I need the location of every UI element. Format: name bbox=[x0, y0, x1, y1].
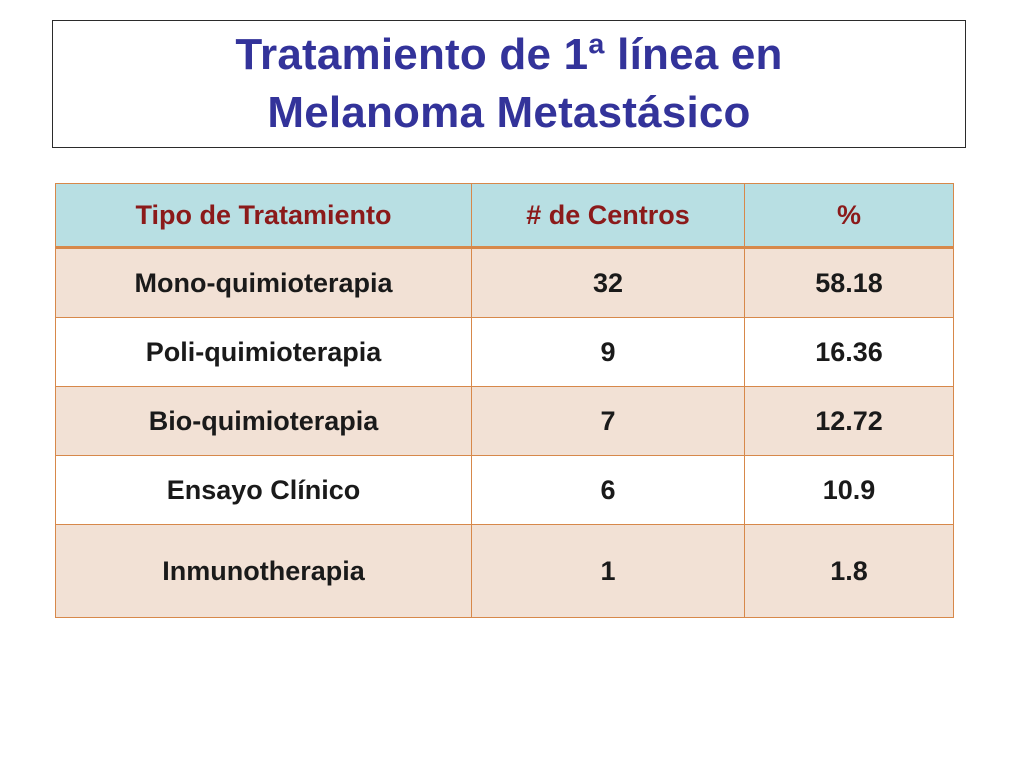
header-numero-de-centros: # de Centros bbox=[471, 183, 745, 249]
table-row: Mono-quimioterapia 32 58.18 bbox=[55, 247, 954, 318]
slide-title-line-1: Tratamiento de 1ª línea en bbox=[235, 30, 783, 79]
cell-porcentaje: 16.36 bbox=[744, 317, 954, 387]
cell-tratamiento: Bio-quimioterapia bbox=[55, 386, 472, 456]
cell-tratamiento: Poli-quimioterapia bbox=[55, 317, 472, 387]
cell-centros: 1 bbox=[471, 524, 745, 618]
cell-centros: 7 bbox=[471, 386, 745, 456]
title-box: Tratamiento de 1ª línea en Melanoma Meta… bbox=[52, 20, 966, 148]
table-row: Ensayo Clínico 6 10.9 bbox=[55, 455, 954, 525]
header-tipo-de-tratamiento: Tipo de Tratamiento bbox=[55, 183, 472, 249]
cell-tratamiento: Mono-quimioterapia bbox=[55, 247, 472, 318]
cell-tratamiento: Ensayo Clínico bbox=[55, 455, 472, 525]
table-row: Inmunotherapia 1 1.8 bbox=[55, 524, 954, 618]
table-row: Poli-quimioterapia 9 16.36 bbox=[55, 317, 954, 387]
cell-porcentaje: 12.72 bbox=[744, 386, 954, 456]
cell-centros: 9 bbox=[471, 317, 745, 387]
table-row: Bio-quimioterapia 7 12.72 bbox=[55, 386, 954, 456]
header-porcentaje: % bbox=[744, 183, 954, 249]
cell-tratamiento: Inmunotherapia bbox=[55, 524, 472, 618]
cell-porcentaje: 58.18 bbox=[744, 247, 954, 318]
cell-porcentaje: 1.8 bbox=[744, 524, 954, 618]
cell-centros: 6 bbox=[471, 455, 745, 525]
cell-centros: 32 bbox=[471, 247, 745, 318]
treatment-table: Tipo de Tratamiento # de Centros % Mono-… bbox=[55, 183, 954, 618]
slide-title-line-2: Melanoma Metastásico bbox=[267, 88, 751, 137]
table-header-row: Tipo de Tratamiento # de Centros % bbox=[55, 183, 954, 249]
cell-porcentaje: 10.9 bbox=[744, 455, 954, 525]
